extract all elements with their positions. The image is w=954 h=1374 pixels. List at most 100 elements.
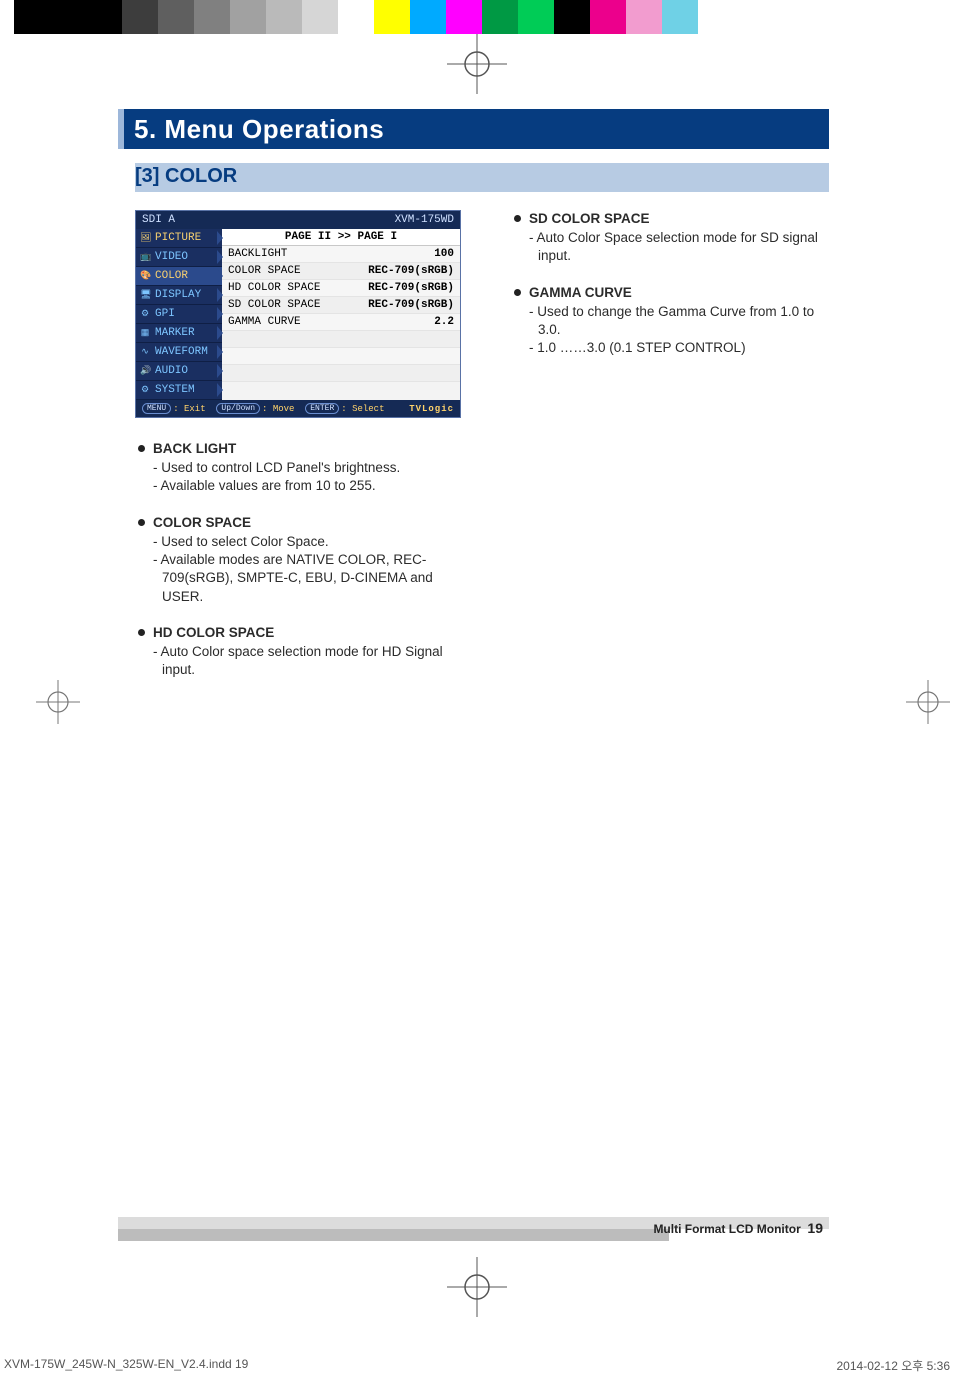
color-swatch xyxy=(158,0,194,34)
osd-page-indicator: PAGE II >> PAGE I xyxy=(222,229,460,246)
osd-setting-value: REC-709(sRGB) xyxy=(368,282,454,294)
color-swatch xyxy=(266,0,302,34)
osd-setting-key: COLOR SPACE xyxy=(228,265,301,277)
color-swatch xyxy=(302,0,338,34)
osd-nav-label: WAVEFORM xyxy=(155,346,208,358)
osd-setting-row[interactable]: GAMMA CURVE 2.2 xyxy=(222,314,460,331)
registration-mark-left xyxy=(36,680,80,724)
osd-setting-value: 100 xyxy=(434,248,454,260)
section-label: [3] COLOR xyxy=(135,165,237,188)
color-swatch xyxy=(338,0,374,34)
osd-content: PAGE II >> PAGE I BACKLIGHT 100 COLOR SPAC… xyxy=(222,229,460,400)
bullet-icon xyxy=(514,289,521,296)
osd-nav-item[interactable]: 📺 VIDEO xyxy=(136,248,222,267)
osd-nav-label: PICTURE xyxy=(155,232,201,244)
color-swatch xyxy=(446,0,482,34)
osd-setting-row[interactable]: HD COLOR SPACE REC-709(sRGB) xyxy=(222,280,460,297)
osd-menu: SDI A XVM-175WD 🖼 PICTURE 📺 VIDEO 🎨 COLOR 🖥 DIS… xyxy=(135,210,461,418)
description-item: COLOR SPACE- Used to select Color Space.… xyxy=(135,514,461,606)
chapter-header: 5. Menu Operations xyxy=(118,109,829,149)
osd-setting-key: GAMMA CURVE xyxy=(228,316,301,328)
description-name: COLOR SPACE xyxy=(153,514,251,532)
osd-nav-item[interactable]: ▦ MARKER xyxy=(136,324,222,343)
osd-nav-label: MARKER xyxy=(155,327,195,339)
color-swatch xyxy=(662,0,698,34)
description-line: - 1.0 ……3.0 (0.1 STEP CONTROL) xyxy=(529,339,829,357)
osd-nav-item[interactable]: 🔊AUDIO xyxy=(136,362,222,381)
osd-setting-key: HD COLOR SPACE xyxy=(228,282,320,294)
osd-nav-icon: ∿ xyxy=(140,347,150,357)
color-swatch xyxy=(122,0,158,34)
osd-setting-value: REC-709(sRGB) xyxy=(368,299,454,311)
color-swatch xyxy=(14,0,50,34)
color-swatch xyxy=(698,0,734,34)
description-item: SD COLOR SPACE- Auto Color Space selecti… xyxy=(511,210,829,266)
description-line: - Used to change the Gamma Curve from 1.… xyxy=(529,303,829,339)
color-swatch xyxy=(86,0,122,34)
color-swatch-bar xyxy=(0,0,954,34)
osd-nav-item[interactable]: 🖥 DISPLAY xyxy=(136,286,222,305)
description-line: - Auto Color space selection mode for HD… xyxy=(153,643,461,679)
osd-footer: MENU : Exit Up/Down : Move ENTER : Selec… xyxy=(136,400,460,417)
bullet-icon xyxy=(138,629,145,636)
osd-setting-row[interactable]: SD COLOR SPACE REC-709(sRGB) xyxy=(222,297,460,314)
description-name: BACK LIGHT xyxy=(153,440,236,458)
slug-timestamp: 2014-02-12 오후 5:36 xyxy=(837,1357,951,1374)
osd-nav-icon: 📺 xyxy=(140,252,150,262)
osd-model: XVM-175WD xyxy=(395,214,454,226)
osd-nav-icon: 🖥 xyxy=(140,290,150,300)
osd-setting-value: 2.2 xyxy=(434,316,454,328)
bullet-icon xyxy=(138,445,145,452)
description-name: GAMMA CURVE xyxy=(529,284,632,302)
osd-nav-icon: 🖼 xyxy=(140,233,150,243)
osd-nav-icon: ▦ xyxy=(140,328,150,338)
color-swatch xyxy=(554,0,590,34)
chapter-title: 5. Menu Operations xyxy=(134,114,384,145)
color-swatch xyxy=(374,0,410,34)
osd-nav-item[interactable]: ∿ WAVEFORM xyxy=(136,343,222,362)
description-line: - Available modes are NATIVE COLOR, REC-… xyxy=(153,551,461,606)
color-swatch xyxy=(590,0,626,34)
color-swatch xyxy=(194,0,230,34)
osd-nav-item[interactable]: ⚙SYSTEM xyxy=(136,381,222,400)
osd-nav-icon: ⚙ xyxy=(140,309,150,319)
slug-line: XVM-175W_245W-N_325W-EN_V2.4.indd 19 201… xyxy=(4,1357,950,1374)
slug-filename: XVM-175W_245W-N_325W-EN_V2.4.indd 19 xyxy=(4,1357,248,1374)
page-number: 19 xyxy=(807,1220,823,1236)
osd-nav-label: VIDEO xyxy=(155,251,188,263)
description-item: GAMMA CURVE- Used to change the Gamma Cu… xyxy=(511,284,829,358)
tvlogic-logo: TVLogic xyxy=(409,404,454,414)
description-item: HD COLOR SPACE- Auto Color space selecti… xyxy=(135,624,461,680)
osd-nav-icon: 🎨 xyxy=(140,271,150,281)
osd-nav-item[interactable]: 🖼 PICTURE xyxy=(136,229,222,248)
color-swatch xyxy=(518,0,554,34)
description-item: BACK LIGHT- Used to control LCD Panel's … xyxy=(135,440,461,496)
osd-setting-row[interactable]: BACKLIGHT 100 xyxy=(222,246,460,263)
registration-mark-bottom xyxy=(0,1267,954,1307)
osd-navigation: 🖼 PICTURE 📺 VIDEO 🎨 COLOR 🖥 DISPLAY ⚙ GPI ▦ MARKER ∿… xyxy=(136,229,222,400)
osd-nav-item[interactable]: ⚙ GPI xyxy=(136,305,222,324)
color-swatch xyxy=(482,0,518,34)
osd-setting-key: SD COLOR SPACE xyxy=(228,299,320,311)
osd-nav-label: DISPLAY xyxy=(155,289,201,301)
osd-nav-label: AUDIO xyxy=(155,365,188,377)
description-line: - Available values are from 10 to 255. xyxy=(153,477,461,495)
registration-mark-top xyxy=(0,44,954,84)
osd-nav-icon: ⚙ xyxy=(140,385,150,395)
osd-setting-row[interactable]: COLOR SPACEREC-709(sRGB) xyxy=(222,263,460,280)
osd-setting-key: BACKLIGHT xyxy=(228,248,287,260)
osd-nav-label: COLOR xyxy=(155,270,188,282)
section-header: [3] COLOR xyxy=(135,163,829,192)
osd-nav-item[interactable]: 🎨 COLOR xyxy=(136,267,222,286)
bullet-icon xyxy=(514,215,521,222)
description-line: - Used to select Color Space. xyxy=(153,533,461,551)
osd-titlebar: SDI A XVM-175WD xyxy=(136,211,460,229)
description-line: - Auto Color Space selection mode for SD… xyxy=(529,229,829,265)
color-swatch xyxy=(626,0,662,34)
color-swatch xyxy=(50,0,86,34)
osd-nav-label: GPI xyxy=(155,308,175,320)
bullet-icon xyxy=(138,519,145,526)
osd-source: SDI A xyxy=(142,214,175,226)
page-footer: Multi Format LCD Monitor 19 xyxy=(118,1217,829,1257)
color-swatch xyxy=(410,0,446,34)
